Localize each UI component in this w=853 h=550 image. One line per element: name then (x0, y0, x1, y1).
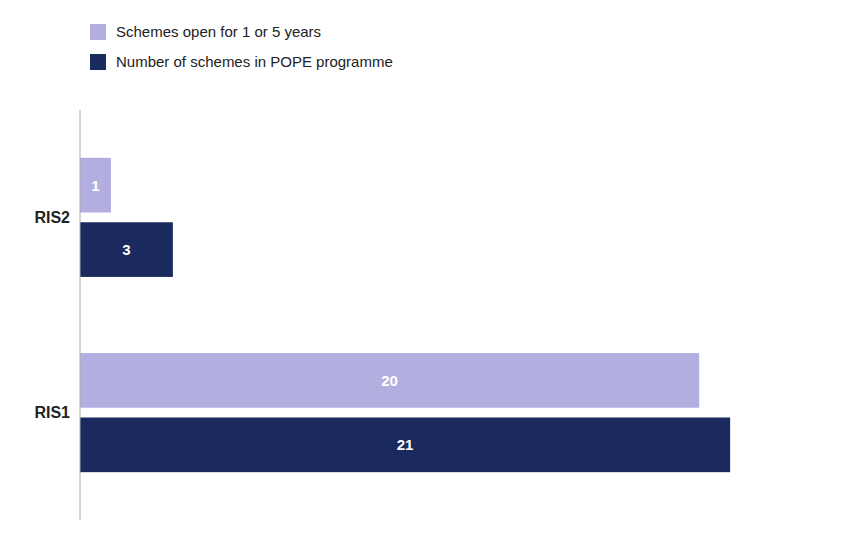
chart: Schemes open for 1 or 5 years Number of s… (0, 0, 853, 550)
data-label: 1 (91, 177, 99, 194)
legend-label: Schemes open for 1 or 5 years (116, 23, 321, 40)
legend-label: Number of schemes in POPE programme (116, 53, 393, 70)
data-label: 20 (381, 372, 398, 389)
bar (80, 418, 730, 473)
bar (80, 158, 111, 213)
legend-swatch (90, 54, 106, 70)
y-axis-line (80, 110, 81, 520)
data-label: 3 (122, 241, 130, 258)
data-label: 21 (397, 436, 414, 453)
bar (80, 222, 173, 277)
legend: Schemes open for 1 or 5 years Number of s… (90, 23, 393, 70)
bars (80, 158, 730, 472)
category-label: RIS1 (34, 404, 70, 421)
y-axis-labels: RIS1 RIS2 (34, 209, 70, 421)
category-label: RIS2 (34, 209, 70, 226)
bar (80, 353, 699, 408)
data-labels: 20 1 21 3 (91, 177, 413, 454)
legend-swatch (90, 24, 106, 40)
